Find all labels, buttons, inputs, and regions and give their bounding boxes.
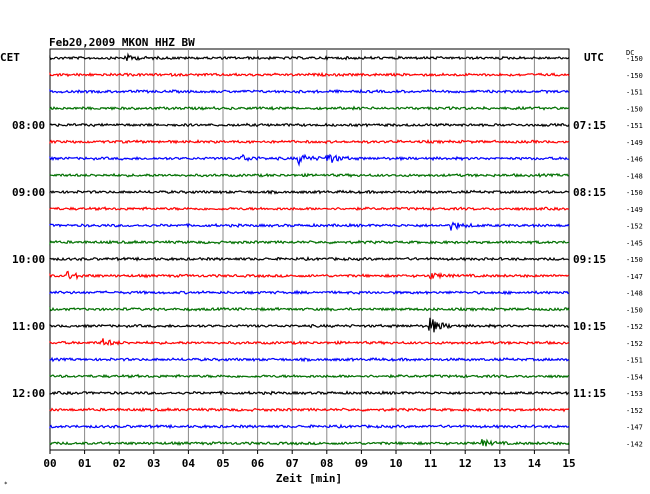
x-tick-label: 15	[562, 457, 575, 470]
x-tick-label: 04	[182, 457, 196, 470]
trace-row-1	[49, 71, 570, 78]
trace-row-8	[49, 189, 570, 195]
dc-value: -150	[626, 306, 643, 314]
cet-time-label: 10:00	[12, 253, 45, 266]
utc-header: UTC	[584, 51, 604, 64]
trace-row-3	[49, 105, 570, 111]
trace-row-0	[49, 52, 570, 61]
x-tick-label: 08	[320, 457, 333, 470]
cet-time-label: 09:00	[12, 186, 45, 199]
dc-value: -154	[626, 373, 643, 381]
x-tick-label: 06	[251, 457, 265, 470]
dc-value: -150	[626, 55, 643, 63]
x-tick-label: 10	[389, 457, 402, 470]
utc-time-label: 09:15	[573, 253, 606, 266]
x-axis-label: Zeit [min]	[276, 472, 342, 485]
x-tick-label: 00	[43, 457, 56, 470]
dc-value: -149	[626, 206, 643, 214]
trace-row-18	[49, 356, 570, 363]
x-tick-label: 07	[286, 457, 299, 470]
trace-row-15	[49, 306, 570, 312]
corner-mark: *	[4, 481, 8, 488]
x-tick-label: 12	[459, 457, 472, 470]
dc-value: -148	[626, 172, 643, 180]
trace-row-17	[49, 338, 570, 346]
trace-row-14	[49, 289, 570, 296]
dc-header: DC	[626, 49, 634, 57]
trace-row-9	[49, 206, 570, 212]
dc-value: -150	[626, 189, 643, 197]
dc-value: -152	[626, 223, 643, 231]
dc-value: -152	[626, 340, 643, 348]
trace-row-4	[49, 122, 570, 128]
dc-value: -147	[626, 424, 643, 432]
trace-row-12	[49, 256, 570, 262]
dc-value: -151	[626, 357, 643, 365]
plot-frame	[49, 48, 570, 451]
utc-time-label: 11:15	[573, 387, 606, 400]
seismic-traces	[49, 52, 570, 447]
trace-row-2	[49, 88, 570, 95]
trace-row-23	[49, 438, 570, 447]
dc-value: -148	[626, 290, 643, 298]
dc-value: -153	[626, 390, 643, 398]
dc-value: -142	[626, 440, 643, 448]
x-tick-label: 05	[216, 457, 229, 470]
chart-title: Feb20,2009 MKON HHZ BW	[49, 36, 195, 49]
trace-row-6	[49, 153, 569, 167]
x-tick-label: 02	[113, 457, 126, 470]
x-axis-ticks: 00 01 02 03 04 05 06 07 08 09 10 11 12 13 14 15	[43, 450, 576, 470]
cet-time-label: 11:00	[12, 320, 45, 333]
trace-row-21	[49, 406, 570, 413]
dc-value: -150	[626, 256, 643, 264]
x-tick-label: 03	[147, 457, 160, 470]
time-grid	[84, 49, 535, 450]
cet-time-label: 12:00	[12, 387, 45, 400]
cet-time-label: 08:00	[12, 119, 45, 132]
trace-row-5	[49, 138, 570, 145]
dc-value: -151	[626, 122, 643, 130]
trace-row-20	[49, 390, 570, 396]
x-tick-label: 09	[355, 457, 368, 470]
trace-row-22	[49, 423, 570, 430]
dc-value: -149	[626, 139, 643, 147]
dc-value: -150	[626, 72, 643, 80]
row-labels: 08:00 09:00 10:00 11:00 12:00 07:15 08:15 09:15…	[12, 55, 643, 448]
utc-time-label: 07:15	[573, 119, 606, 132]
dc-value: -152	[626, 407, 643, 415]
trace-row-19	[49, 373, 570, 379]
x-tick-label: 13	[493, 457, 506, 470]
dc-value: -151	[626, 89, 643, 97]
dc-value: -150	[626, 105, 643, 113]
dc-value: -147	[626, 273, 643, 281]
x-tick-label: 01	[78, 457, 92, 470]
trace-row-7	[49, 172, 570, 178]
dc-value: -146	[626, 156, 643, 164]
trace-row-11	[49, 239, 570, 246]
trace-row-10	[49, 221, 570, 231]
dc-value: -145	[626, 239, 643, 247]
x-tick-label: 11	[424, 457, 438, 470]
utc-time-label: 08:15	[573, 186, 606, 199]
utc-time-label: 10:15	[573, 320, 606, 333]
trace-row-16	[49, 317, 570, 333]
dc-value: -152	[626, 323, 643, 331]
trace-row-13	[49, 270, 570, 281]
x-tick-label: 14	[528, 457, 542, 470]
cet-header: CET	[0, 51, 20, 64]
